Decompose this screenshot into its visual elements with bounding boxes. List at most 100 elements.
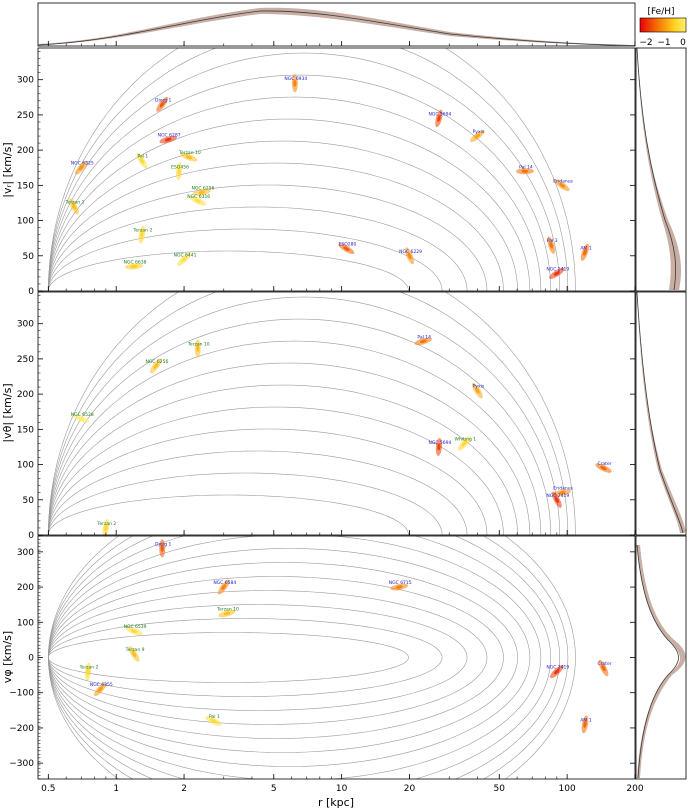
x-tick-label: 2	[181, 784, 187, 794]
cluster-point	[437, 443, 441, 451]
right-marginal-vphi-frame	[635, 535, 687, 780]
y-tick-label: 100	[17, 217, 34, 227]
x-tick-label: 100	[559, 784, 576, 794]
y-tick-label: −300	[9, 759, 34, 769]
y-tick-label: −200	[9, 724, 34, 734]
cluster-point	[185, 155, 193, 160]
cluster-label: NGC 6584	[213, 580, 236, 586]
energy-contour	[48, 340, 542, 535]
energy-contour	[48, 450, 468, 535]
energy-contour	[48, 318, 552, 535]
cluster-label: ESO456	[171, 164, 189, 170]
energy-contour	[48, 657, 542, 779]
cluster-label: Terzan 10	[178, 150, 201, 156]
energy-contour	[48, 576, 504, 658]
cluster-label: Terzan 10	[187, 341, 210, 347]
colorbar: [Fe/H] −2 −1 0	[639, 7, 687, 48]
cluster-label: NGC 6256	[191, 185, 214, 191]
cluster-point	[130, 629, 138, 634]
cluster-point	[97, 686, 103, 693]
cluster-point	[554, 496, 559, 503]
energy-contour	[48, 184, 488, 291]
cluster-label: Pal 1	[209, 714, 220, 720]
energy-contour	[48, 657, 443, 697]
panel-vtheta: Terzan 10 NGC 6256 Pal 14 NGC 6528 Pyxis NGC …	[1, 291, 636, 541]
energy-contour	[48, 536, 576, 658]
cluster-label: NGC 6287	[158, 133, 181, 139]
cluster-point	[153, 363, 159, 369]
x-tick-label: 200	[626, 784, 643, 794]
energy-contour	[48, 657, 531, 767]
energy-contour	[48, 548, 531, 658]
cluster-label: NGC 6528	[71, 412, 94, 418]
cluster-point	[461, 440, 467, 447]
energy-contour	[48, 292, 576, 535]
cluster-label: Whiting 1	[455, 436, 477, 442]
cluster-label: AM 1	[580, 245, 591, 251]
cluster-label: Terzan 2	[96, 521, 116, 527]
cluster-label: NGC 6355	[90, 682, 113, 688]
y-tick-label: 250	[17, 355, 34, 365]
panel-vtheta-clusters: Terzan 10 NGC 6256 Pal 14 NGC 6528 Pyxis NGC …	[71, 334, 612, 537]
cluster-label: Pal 14	[417, 334, 431, 340]
cluster-point	[196, 344, 200, 352]
cluster-point	[395, 585, 403, 589]
cluster-label: NGC 6256	[145, 359, 168, 365]
x-tick-label: 0.5	[41, 784, 55, 794]
x-axis-label: r [kpc]	[318, 796, 354, 809]
top-marginal-panel	[37, 2, 636, 47]
cluster-label: Terzan 1	[65, 199, 85, 205]
cluster-label: NGC 6229	[399, 249, 422, 255]
x-tick-label: 5	[271, 784, 277, 794]
right-marginal-vr-frame	[635, 47, 687, 292]
cluster-point	[164, 137, 172, 142]
cluster-label: AM 1	[580, 717, 591, 723]
panel-vr-yaxis: 0 50 100 150 200 250 300	[17, 51, 635, 297]
y-tick-label: 300	[17, 320, 34, 330]
cluster-label: Eridanus	[553, 178, 573, 184]
cluster-label: Terzan 9	[125, 647, 145, 653]
energy-contour	[48, 406, 504, 535]
colorbar-label: [Fe/H]	[647, 7, 674, 17]
cluster-label: Pyxis	[473, 129, 485, 135]
panel-vphi-clusters: Djorg 1 NGC 6584 Terzan 10 NGC 6539 Terzan 9…	[79, 539, 612, 734]
cluster-point	[71, 203, 77, 210]
x-tick-label: 10	[336, 784, 348, 794]
energy-contour	[48, 657, 488, 725]
energy-contour	[48, 562, 518, 658]
cluster-point	[160, 544, 164, 552]
energy-contour	[48, 48, 576, 291]
y-tick-label: 50	[23, 496, 35, 506]
energy-contour	[48, 632, 409, 658]
cluster-point	[554, 668, 560, 675]
energy-contour	[48, 48, 569, 291]
colorbar-tick-label: −1	[657, 38, 670, 48]
energy-contour	[48, 618, 443, 658]
energy-contour	[48, 228, 443, 291]
y-tick-label: 0	[28, 287, 34, 297]
energy-contour	[48, 657, 468, 711]
right-marginal-vphi-curve	[636, 544, 679, 779]
cluster-label: Pyxis	[473, 384, 485, 390]
cluster-label: NGC 5694	[428, 111, 451, 117]
y-tick-label: 200	[17, 390, 34, 400]
energy-contour	[48, 428, 488, 535]
cluster-point	[130, 264, 138, 268]
energy-contour	[48, 536, 542, 658]
energy-contour	[48, 206, 468, 291]
energy-contour	[48, 362, 531, 535]
cluster-label: Djorg 1	[155, 97, 172, 103]
y-tick-label: 200	[17, 146, 34, 156]
cluster-point	[181, 256, 187, 262]
cluster-label: Djorg 1	[155, 541, 172, 547]
cluster-label: NGC 6715	[389, 580, 412, 586]
panel-vtheta-yaxis: 0 50 100 150 200 250 300	[17, 295, 635, 541]
cluster-point	[198, 190, 206, 195]
cluster-point	[78, 164, 84, 171]
cluster-point	[194, 198, 201, 203]
cluster-label: NGC 2419	[546, 665, 569, 671]
energy-contour	[48, 536, 560, 658]
y-tick-label: 150	[17, 181, 34, 191]
